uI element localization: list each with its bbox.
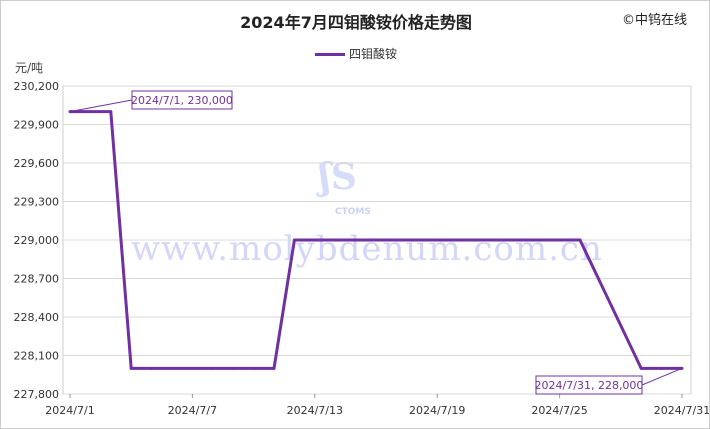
data-point: [150, 366, 154, 370]
data-point: [231, 366, 235, 370]
y-tick-label: 229,600: [14, 157, 60, 170]
x-tick-label: 2024/7/19: [409, 404, 465, 417]
annotation-label: 2024/7/31, 228,000: [535, 379, 644, 392]
chart-title: 2024年7月四钼酸铵价格走势图: [240, 13, 472, 32]
data-point: [435, 238, 439, 242]
x-tick-label: 2024/7/1: [45, 404, 94, 417]
data-point: [252, 366, 256, 370]
data-point: [578, 238, 582, 242]
annotation-leader: [69, 99, 133, 113]
x-tick-label: 2024/7/7: [168, 404, 217, 417]
data-point: [292, 238, 296, 242]
x-tick-label: 2024/7/13: [287, 404, 343, 417]
watermark: www.molybdenum.com.cn: [131, 229, 603, 269]
annotation-box: [131, 90, 233, 110]
y-tick-label: 228,400: [14, 311, 60, 324]
data-point: [109, 110, 113, 114]
annotation-box: [535, 375, 643, 395]
data-point: [639, 366, 643, 370]
data-point: [517, 238, 521, 242]
data-point: [558, 238, 562, 242]
x-tick-label: 2024/7/31: [654, 404, 710, 417]
data-point: [660, 366, 664, 370]
legend-label: 四钼酸铵: [348, 47, 397, 61]
data-point: [129, 366, 133, 370]
watermark-logo-text: CTOMS: [335, 207, 371, 217]
y-tick-label: 229,300: [14, 196, 60, 209]
legend-swatch: [314, 53, 345, 56]
data-point: [88, 110, 92, 114]
x-tick-label: 2024/7/25: [531, 404, 587, 417]
y-tick-label: 228,100: [14, 350, 60, 363]
data-point: [354, 238, 358, 242]
data-point: [211, 366, 215, 370]
data-point: [394, 238, 398, 242]
y-tick-label: 228,700: [14, 273, 60, 286]
y-tick-label: 229,000: [14, 234, 60, 247]
data-point: [537, 238, 541, 242]
legend: 四钼酸铵: [1, 45, 709, 62]
y-tick-label: 230,200: [14, 80, 60, 93]
data-point: [272, 366, 276, 370]
data-point: [374, 238, 378, 242]
data-point: [496, 238, 500, 242]
y-tick-label: 227,800: [14, 388, 60, 401]
y-tick-label: 229,900: [14, 119, 60, 132]
annotation-label: 2024/7/1, 230,000: [131, 94, 233, 107]
annotation-leader: [641, 367, 683, 386]
data-point: [415, 238, 419, 242]
copyright: ©中钨在线: [621, 13, 687, 28]
y-axis-unit: 元/吨: [15, 61, 44, 75]
